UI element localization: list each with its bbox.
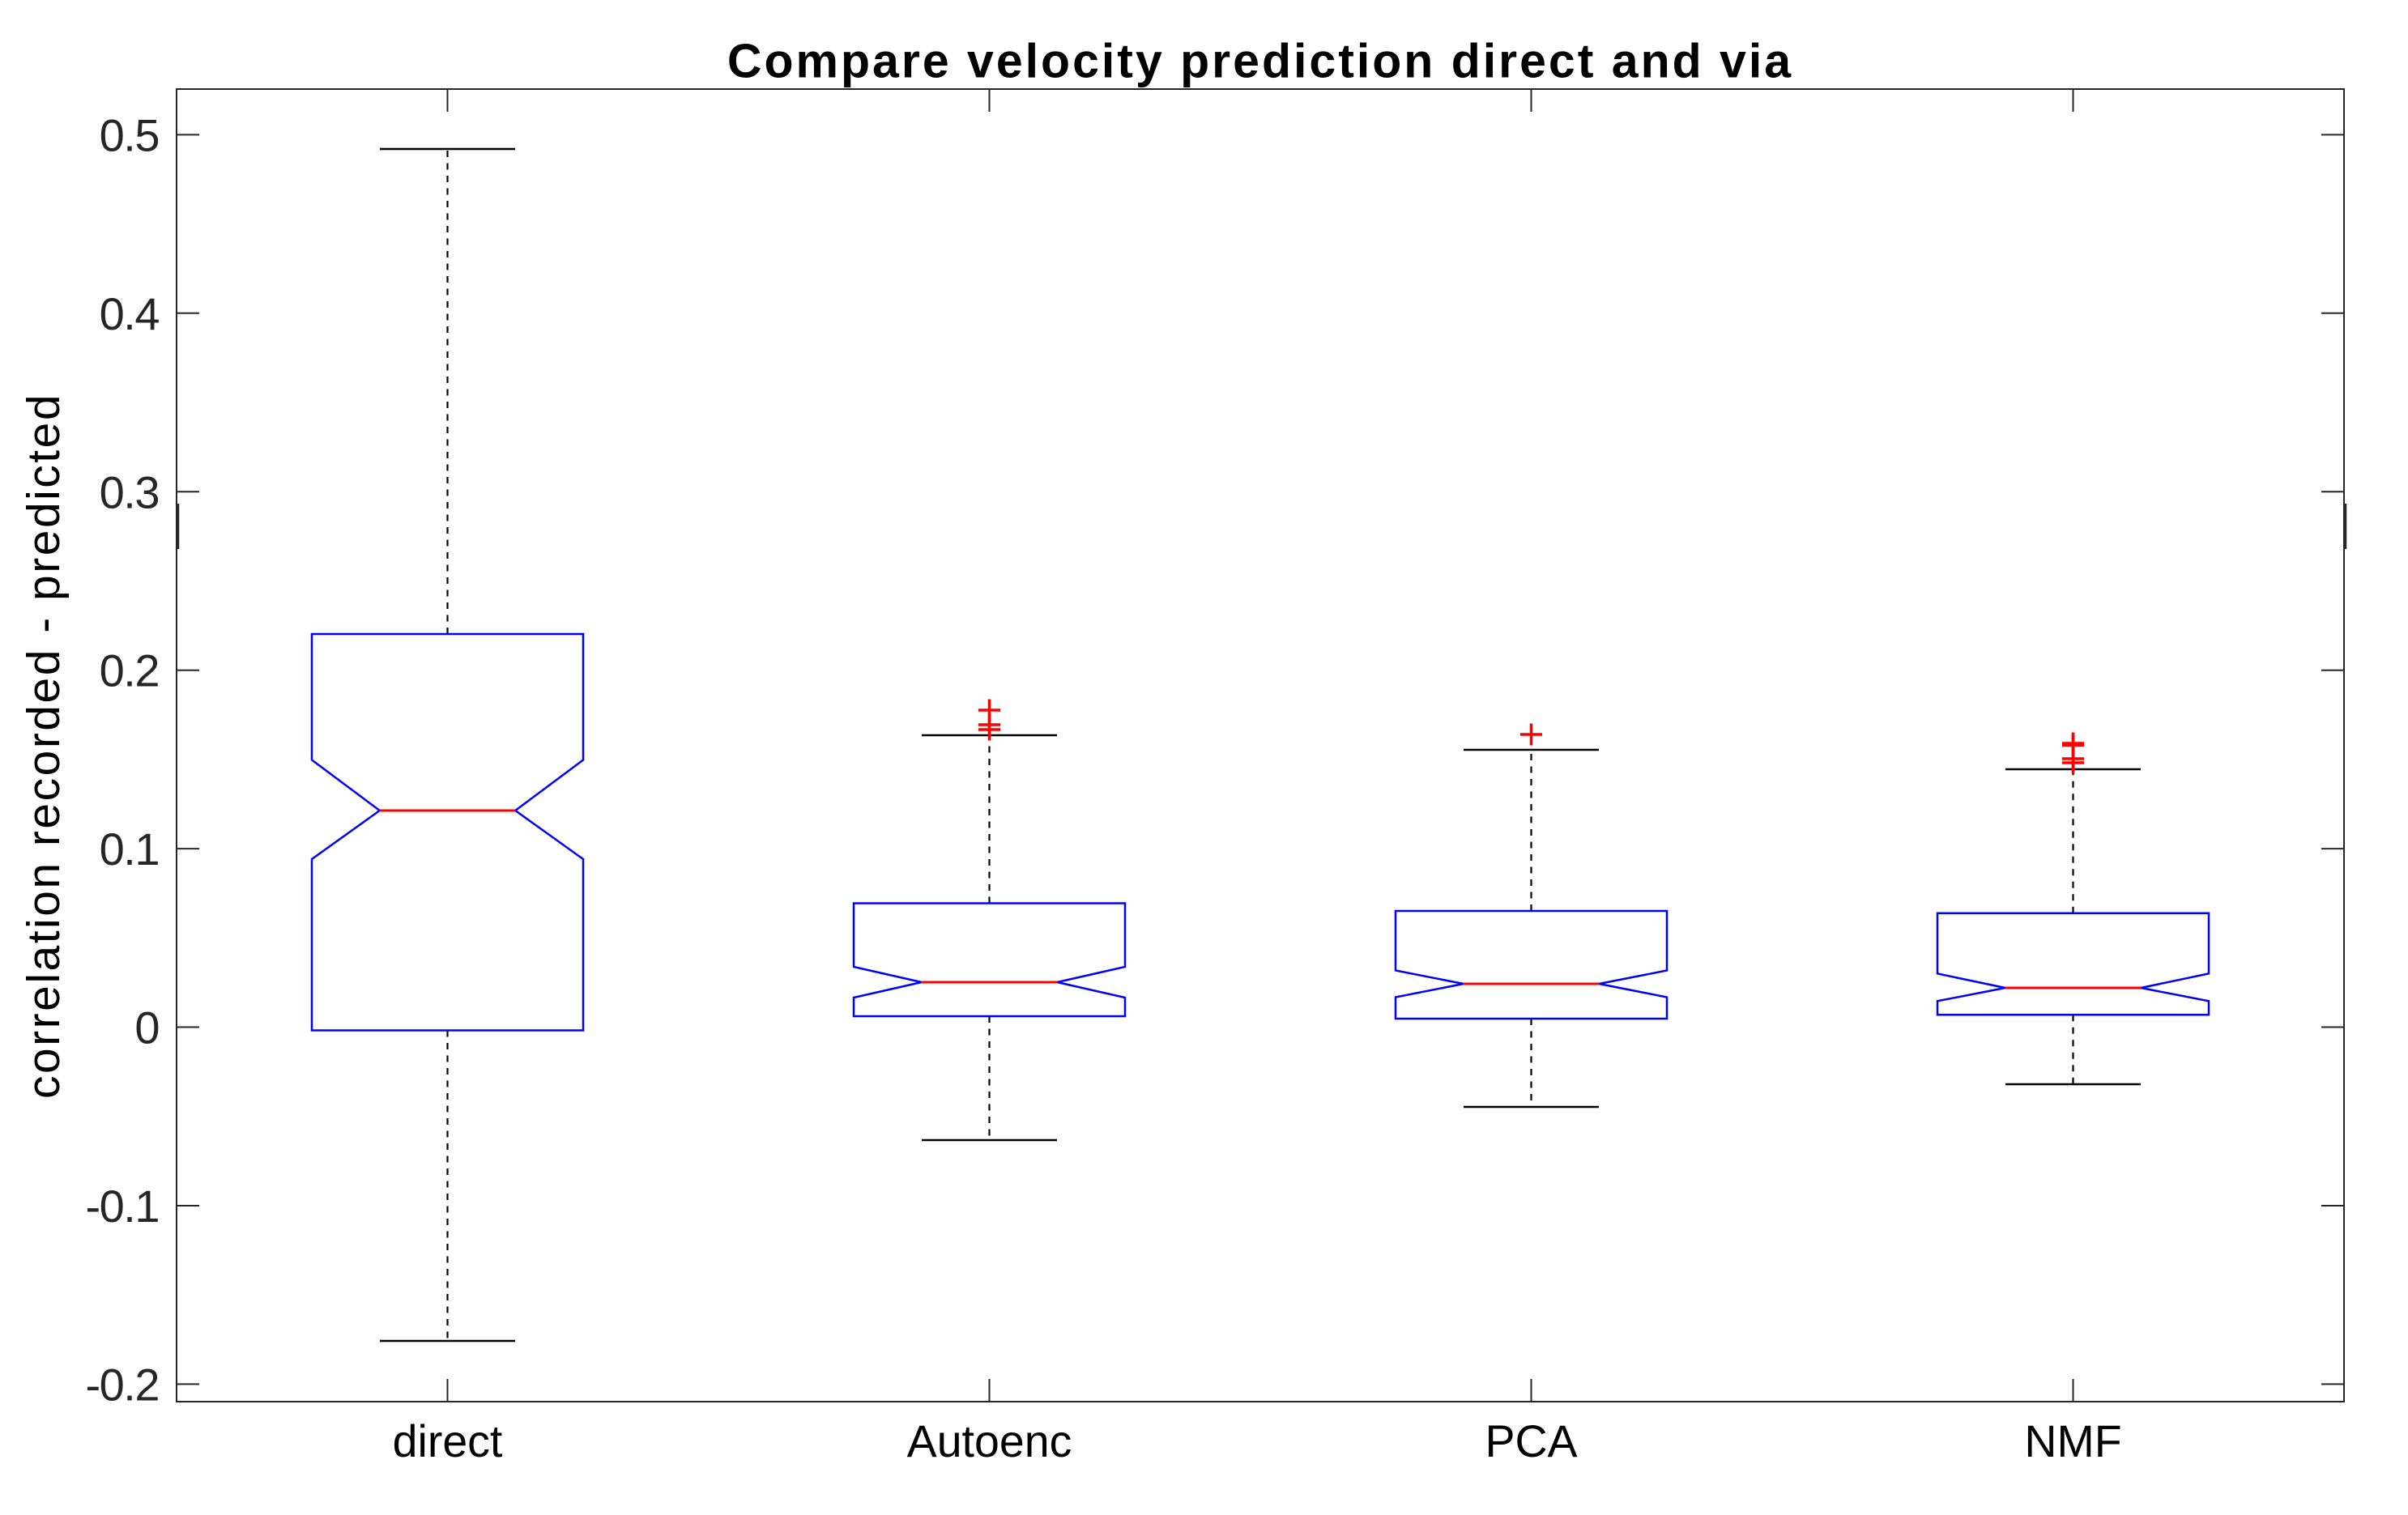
svg-text:0.5: 0.5	[100, 109, 159, 160]
svg-text:correlation recorded - predict: correlation recorded - predicted	[18, 393, 70, 1099]
svg-text:0: 0	[134, 1002, 159, 1053]
svg-text:NMF: NMF	[2024, 1416, 2121, 1466]
svg-text:PCA: PCA	[1485, 1416, 1577, 1466]
svg-text:0.1: 0.1	[100, 823, 159, 875]
svg-text:Compare velocity prediction di: Compare velocity prediction direct and v…	[727, 35, 1793, 88]
svg-text:Autoenc: Autoenc	[907, 1416, 1072, 1466]
svg-text:0.4: 0.4	[100, 288, 160, 339]
svg-text:-0.1: -0.1	[86, 1181, 160, 1232]
svg-text:-0.2: -0.2	[86, 1359, 160, 1410]
svg-text:0.3: 0.3	[100, 466, 159, 517]
svg-text:0.2: 0.2	[100, 645, 159, 696]
svg-text:direct: direct	[393, 1416, 503, 1466]
